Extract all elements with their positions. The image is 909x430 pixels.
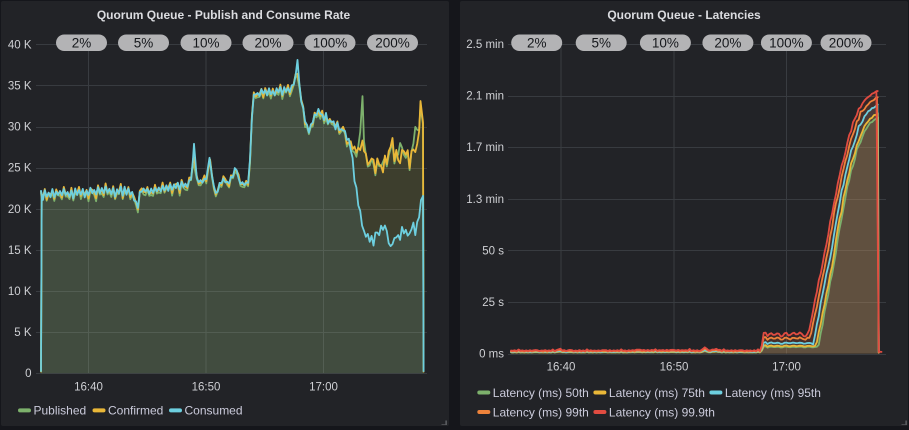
svg-text:5%: 5%: [591, 36, 611, 51]
svg-text:25 K: 25 K: [8, 163, 32, 175]
svg-text:10%: 10%: [192, 36, 219, 51]
svg-text:100%: 100%: [769, 36, 804, 51]
svg-text:20%: 20%: [254, 36, 281, 51]
svg-text:25 s: 25 s: [482, 297, 504, 309]
svg-text:100%: 100%: [313, 36, 348, 51]
svg-text:20 K: 20 K: [8, 204, 32, 216]
svg-text:0: 0: [25, 368, 31, 380]
svg-text:20%: 20%: [714, 36, 741, 51]
svg-text:35 K: 35 K: [8, 80, 32, 92]
svg-text:1.7 min: 1.7 min: [466, 142, 504, 154]
svg-text:Confirmed: Confirmed: [108, 404, 163, 418]
svg-text:5%: 5%: [134, 36, 154, 51]
svg-text:Latency (ms) 99.9th: Latency (ms) 99.9th: [609, 405, 715, 419]
svg-text:Latency (ms) 95th: Latency (ms) 95th: [725, 386, 821, 400]
svg-text:Quorum Queue - Latencies: Quorum Queue - Latencies: [607, 8, 761, 22]
svg-text:Published: Published: [34, 404, 87, 418]
svg-text:30 K: 30 K: [8, 122, 32, 134]
svg-text:1.3 min: 1.3 min: [466, 194, 504, 206]
svg-text:16:50: 16:50: [192, 381, 221, 393]
svg-text:5 K: 5 K: [14, 327, 32, 339]
svg-text:0 ms: 0 ms: [479, 349, 504, 361]
svg-text:Latency (ms) 99th: Latency (ms) 99th: [493, 405, 589, 419]
svg-text:2%: 2%: [527, 36, 547, 51]
svg-text:2.1 min: 2.1 min: [466, 91, 504, 103]
svg-text:Consumed: Consumed: [185, 404, 243, 418]
svg-text:16:50: 16:50: [660, 361, 689, 373]
svg-text:50 s: 50 s: [482, 245, 504, 257]
svg-text:17:00: 17:00: [772, 361, 801, 373]
svg-text:Latency (ms) 75th: Latency (ms) 75th: [609, 386, 705, 400]
svg-text:16:40: 16:40: [547, 361, 576, 373]
svg-text:2.5 min: 2.5 min: [466, 39, 504, 51]
svg-text:10%: 10%: [652, 36, 679, 51]
svg-text:Latency (ms) 50th: Latency (ms) 50th: [493, 386, 589, 400]
svg-text:2%: 2%: [72, 36, 92, 51]
svg-text:200%: 200%: [375, 36, 410, 51]
svg-text:17:00: 17:00: [309, 381, 338, 393]
svg-text:200%: 200%: [829, 36, 864, 51]
svg-text:15 K: 15 K: [8, 245, 32, 257]
svg-text:40 K: 40 K: [8, 39, 32, 51]
svg-text:10 K: 10 K: [8, 286, 32, 298]
svg-text:Quorum Queue - Publish and Con: Quorum Queue - Publish and Consume Rate: [97, 8, 351, 22]
svg-text:16:40: 16:40: [74, 381, 103, 393]
